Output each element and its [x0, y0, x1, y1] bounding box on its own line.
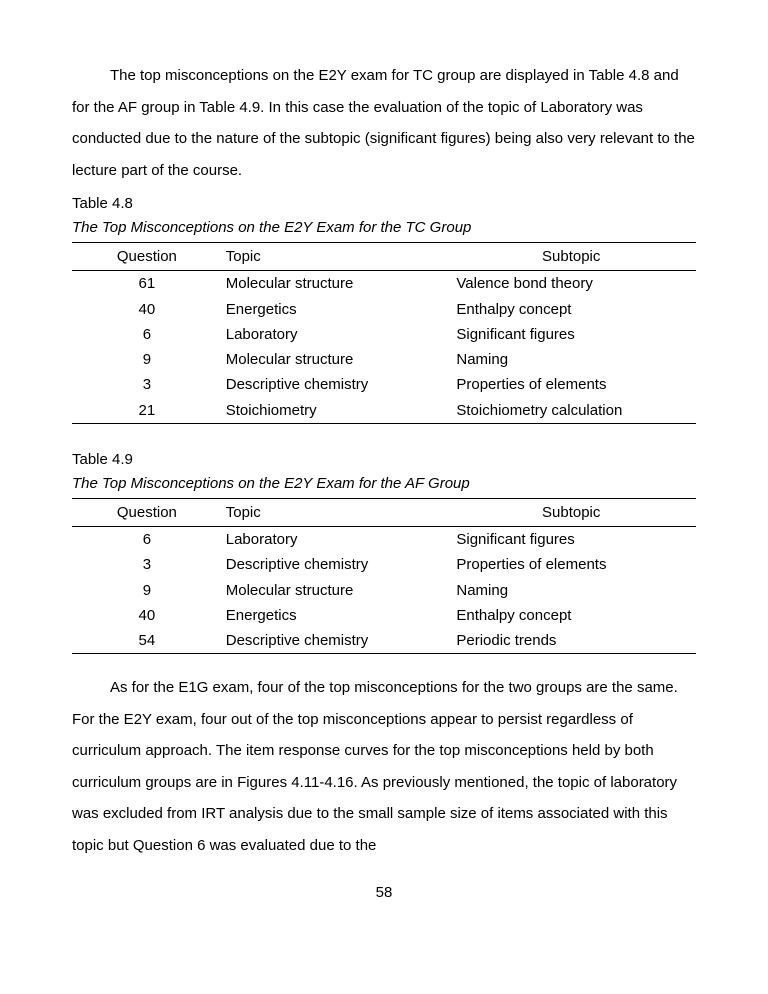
col-header-topic: Topic	[222, 499, 447, 527]
table-row: 21StoichiometryStoichiometry calculation	[72, 398, 696, 424]
table-row: 6LaboratorySignificant figures	[72, 322, 696, 347]
table-4-8-caption: The Top Misconceptions on the E2Y Exam f…	[72, 216, 696, 243]
cell-question: 9	[72, 347, 222, 372]
table-row: 54Descriptive chemistryPeriodic trends	[72, 628, 696, 654]
cell-topic: Laboratory	[222, 322, 447, 347]
paragraph-intro: The top misconceptions on the E2Y exam f…	[72, 60, 696, 186]
cell-question: 54	[72, 628, 222, 654]
table-row: 40EnergeticsEnthalpy concept	[72, 297, 696, 322]
cell-question: 6	[72, 527, 222, 553]
cell-topic: Laboratory	[222, 527, 447, 553]
table-row: 9Molecular structureNaming	[72, 578, 696, 603]
cell-subtopic: Periodic trends	[446, 628, 696, 654]
page-content: The top misconceptions on the E2Y exam f…	[0, 0, 768, 940]
cell-question: 40	[72, 603, 222, 628]
table-4-8: Question Topic Subtopic 61Molecular stru…	[72, 243, 696, 424]
col-header-question: Question	[72, 243, 222, 271]
table-header-row: Question Topic Subtopic	[72, 243, 696, 271]
cell-topic: Energetics	[222, 297, 447, 322]
col-header-subtopic: Subtopic	[446, 499, 696, 527]
table-4-8-label: Table 4.8	[72, 192, 696, 216]
table-row: 9Molecular structureNaming	[72, 347, 696, 372]
cell-topic: Molecular structure	[222, 578, 447, 603]
table-4-9: Question Topic Subtopic 6LaboratorySigni…	[72, 499, 696, 655]
page-number: 58	[72, 885, 696, 900]
table-row: 3Descriptive chemistryProperties of elem…	[72, 552, 696, 577]
cell-subtopic: Enthalpy concept	[446, 603, 696, 628]
cell-topic: Descriptive chemistry	[222, 372, 447, 397]
cell-subtopic: Stoichiometry calculation	[446, 398, 696, 424]
cell-question: 3	[72, 552, 222, 577]
col-header-subtopic: Subtopic	[446, 243, 696, 271]
cell-subtopic: Properties of elements	[446, 372, 696, 397]
cell-subtopic: Significant figures	[446, 527, 696, 553]
cell-question: 9	[72, 578, 222, 603]
cell-question: 61	[72, 271, 222, 297]
cell-subtopic: Properties of elements	[446, 552, 696, 577]
col-header-question: Question	[72, 499, 222, 527]
cell-subtopic: Significant figures	[446, 322, 696, 347]
table-row: 61Molecular structureValence bond theory	[72, 271, 696, 297]
cell-topic: Descriptive chemistry	[222, 628, 447, 654]
paragraph-conclusion: As for the E1G exam, four of the top mis…	[72, 672, 696, 861]
cell-subtopic: Enthalpy concept	[446, 297, 696, 322]
table-row: 3Descriptive chemistryProperties of elem…	[72, 372, 696, 397]
table-header-row: Question Topic Subtopic	[72, 499, 696, 527]
table-row: 40EnergeticsEnthalpy concept	[72, 603, 696, 628]
cell-question: 3	[72, 372, 222, 397]
table-4-9-caption: The Top Misconceptions on the E2Y Exam f…	[72, 472, 696, 499]
cell-topic: Descriptive chemistry	[222, 552, 447, 577]
cell-question: 40	[72, 297, 222, 322]
cell-topic: Stoichiometry	[222, 398, 447, 424]
cell-topic: Molecular structure	[222, 347, 447, 372]
cell-topic: Molecular structure	[222, 271, 447, 297]
cell-subtopic: Valence bond theory	[446, 271, 696, 297]
cell-subtopic: Naming	[446, 347, 696, 372]
table-4-9-label: Table 4.9	[72, 448, 696, 472]
cell-question: 6	[72, 322, 222, 347]
cell-question: 21	[72, 398, 222, 424]
cell-topic: Energetics	[222, 603, 447, 628]
col-header-topic: Topic	[222, 243, 447, 271]
table-row: 6LaboratorySignificant figures	[72, 527, 696, 553]
cell-subtopic: Naming	[446, 578, 696, 603]
